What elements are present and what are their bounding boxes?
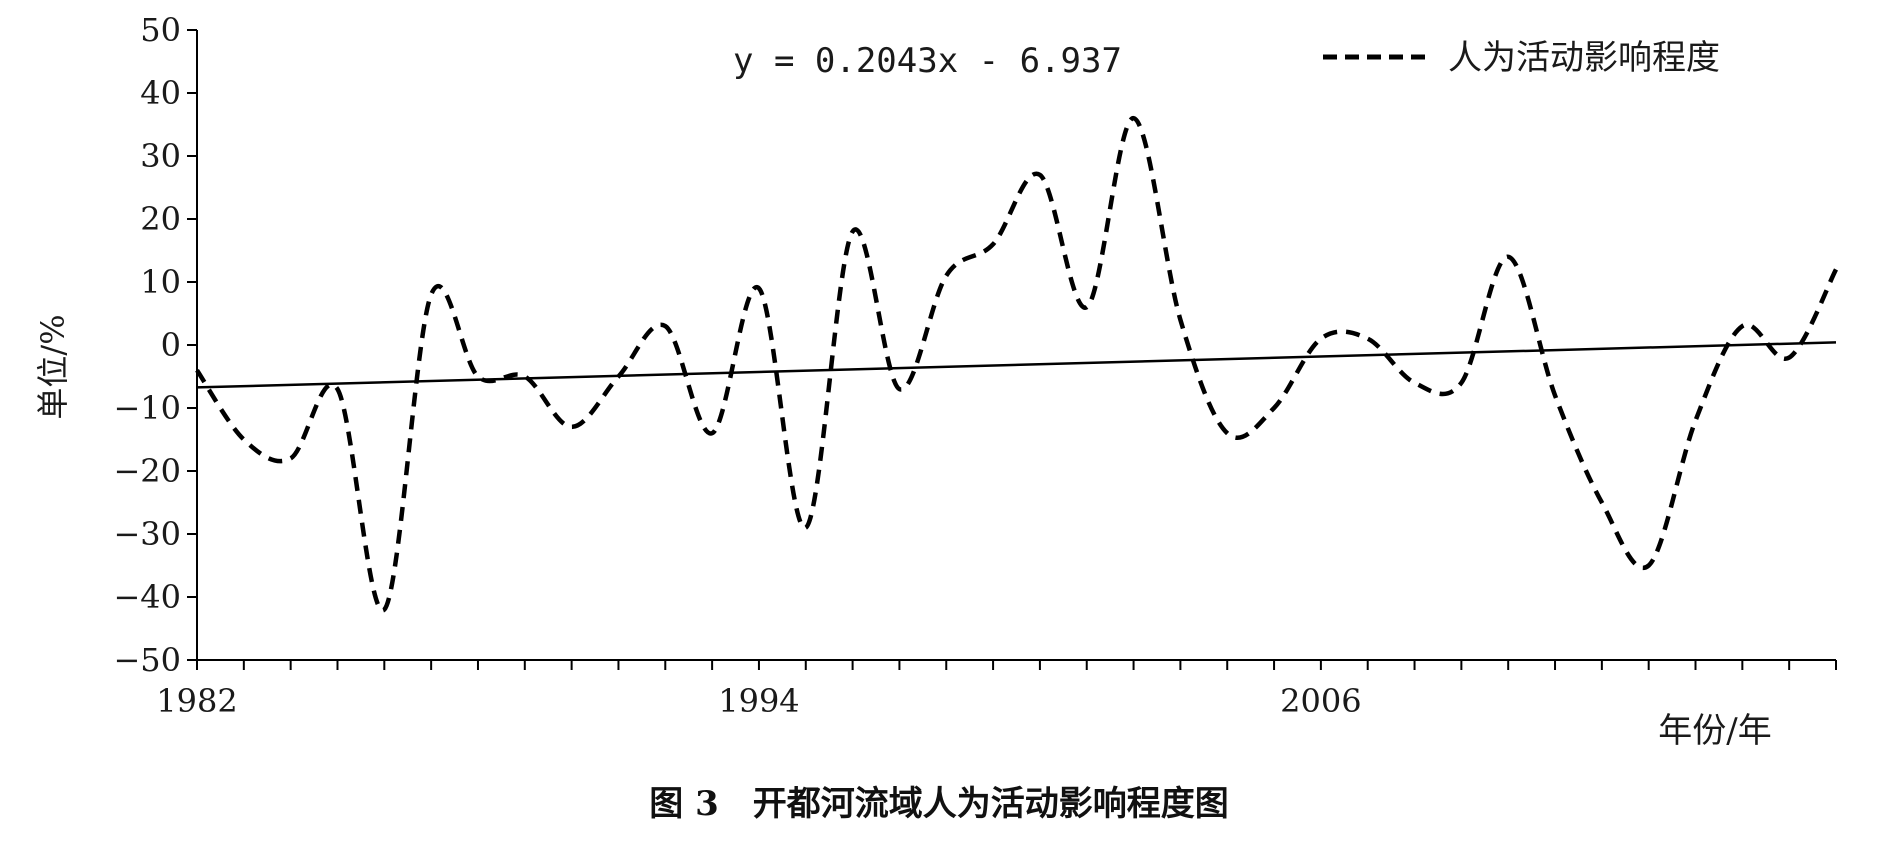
y-axis-label: 单位/% [34,314,72,419]
x-axis-label: 年份/年 [1658,711,1771,751]
legend-label: 人为活动影响程度 [1448,38,1720,78]
y-tick-label: 20 [140,200,181,238]
y-tick-label: 50 [140,11,181,49]
y-tick-label: −20 [113,452,181,490]
y-tick-label: −30 [113,515,181,553]
y-tick-label: 30 [140,137,181,175]
x-tick-label: 1994 [718,682,799,720]
x-tick-label: 2006 [1280,682,1361,720]
legend: 人为活动影响程度 [1323,38,1720,78]
series-layer [195,115,1839,613]
y-tick-label: 10 [140,263,181,301]
y-tick-label: −50 [113,641,181,679]
y-tick-label: −10 [113,389,181,427]
y-tick-label: 40 [140,74,181,112]
x-tick-label: 1982 [156,682,237,720]
trendline-equation: y = 0.2043x - 6.937 [733,41,1122,81]
axes [196,30,1836,661]
y-tick-label: 0 [161,326,181,364]
trendline [196,341,1837,389]
y-tick-label: −40 [113,578,181,616]
figure-caption: 图 3 开都河流域人为活动影响程度图 [649,784,1229,824]
